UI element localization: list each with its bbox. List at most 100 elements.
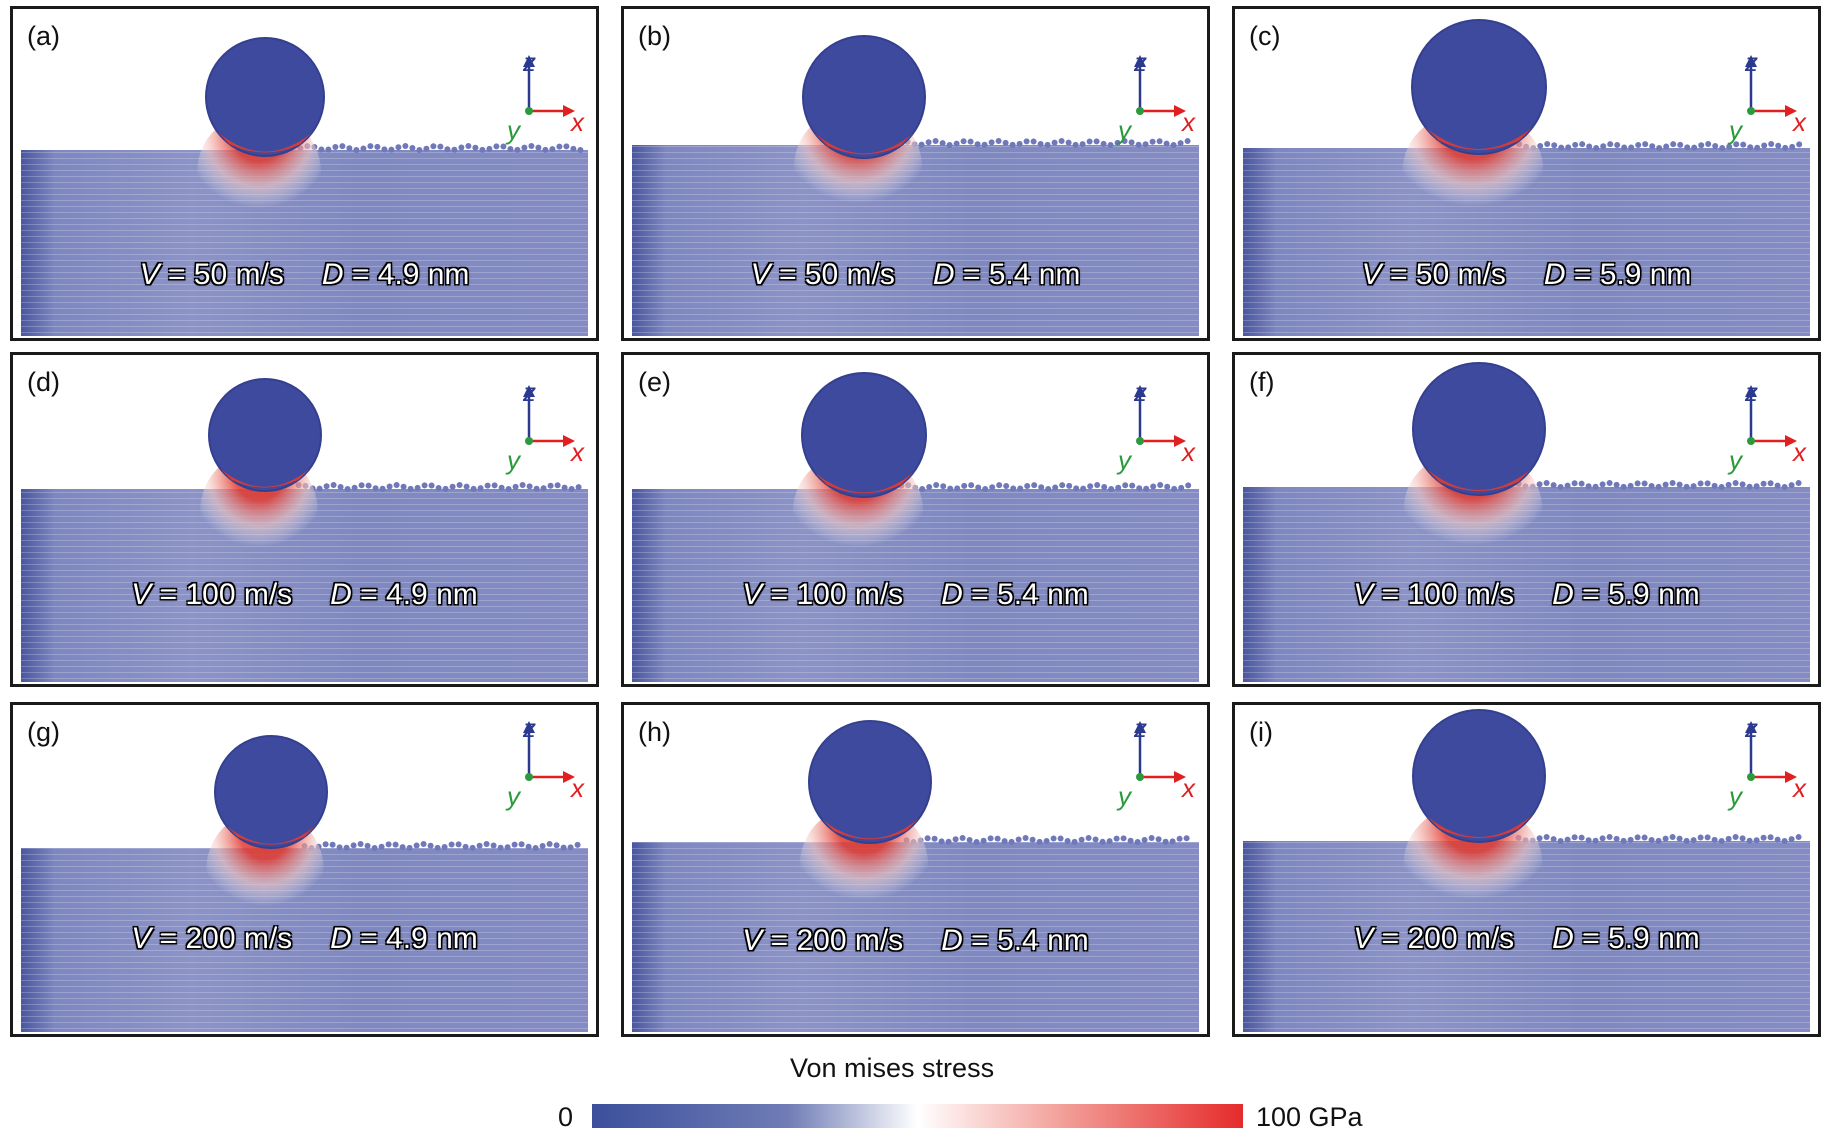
z-axis-label: z: [1134, 377, 1147, 407]
surface-atom: [925, 139, 932, 146]
colorbar-max-label: 100 GPa: [1256, 1102, 1363, 1132]
surface-atom: [570, 145, 577, 152]
panel-a: (a) z x y V = 50 m/s D = 4.9 nm: [10, 6, 599, 341]
surface-atom: [1043, 837, 1050, 844]
z-arrowhead: [1745, 721, 1757, 733]
axis-triad: z x y: [1118, 49, 1198, 143]
surface-atom: [1149, 138, 1156, 145]
surface-atom: [1157, 482, 1164, 489]
axis-arrows: [523, 55, 575, 117]
surface-atom: [1135, 141, 1142, 148]
surface-atom: [945, 838, 952, 845]
panel-h: (h) z x y V = 200 m/s D = 5.4 nm: [621, 702, 1210, 1037]
y-axis-dot: [1747, 773, 1755, 781]
axis-arrows: [1745, 721, 1797, 783]
surface-atom: [332, 144, 339, 151]
x-axis-label: x: [1793, 437, 1806, 467]
surface-atom: [1127, 837, 1134, 844]
x-axis-label: x: [1793, 107, 1806, 137]
conditions-annotation: V = 100 m/s D = 4.9 nm: [13, 578, 596, 612]
surface-atom: [1711, 836, 1718, 843]
axis-arrows: [1134, 385, 1186, 447]
surface-atom: [1788, 836, 1795, 843]
surface-atom: [1044, 141, 1051, 148]
surface-atom: [407, 485, 414, 492]
surface-atom: [947, 485, 954, 492]
diameter-value: = 4.9 nm: [351, 578, 478, 611]
x-arrowhead: [563, 105, 575, 117]
surface-atom: [1781, 483, 1788, 490]
surface-atom: [1697, 834, 1704, 841]
surface-atom: [1156, 138, 1163, 145]
surface-atom: [1134, 838, 1141, 845]
impact-particle: [214, 735, 328, 849]
surface-atom: [1120, 835, 1127, 842]
surface-atom: [1599, 835, 1606, 842]
surface-atom: [1690, 483, 1697, 490]
surface-atom: [1655, 837, 1662, 844]
velocity-symbol: V: [742, 578, 763, 611]
surface-atom: [1684, 144, 1691, 151]
surface-atom: [360, 145, 367, 152]
conditions-annotation: V = 100 m/s D = 5.4 nm: [624, 578, 1207, 612]
surface-atom: [1753, 837, 1760, 844]
surface-atom: [1753, 483, 1760, 490]
surface-atom: [952, 836, 959, 843]
surface-atom: [1010, 485, 1017, 492]
conditions-annotation: V = 200 m/s D = 4.9 nm: [13, 922, 596, 956]
surface-atom: [1079, 141, 1086, 148]
surface-atom: [343, 844, 350, 851]
surface-atom: [1592, 483, 1599, 490]
surface-atom: [1023, 138, 1030, 145]
panel-label: (b): [638, 21, 671, 51]
surface-atom: [1599, 481, 1606, 488]
surface-atom: [400, 483, 407, 490]
surface-atom: [966, 836, 973, 843]
surface-atom: [540, 485, 547, 492]
surface-atom: [519, 482, 526, 489]
surface-atom: [444, 146, 451, 153]
surface-atom: [1760, 480, 1767, 487]
surface-atom: [1698, 142, 1705, 149]
surface-atom: [533, 485, 540, 492]
md-snapshot: [1243, 19, 1810, 336]
y-axis-dot: [1136, 107, 1144, 115]
surface-atom: [521, 144, 528, 151]
surface-atom: [1169, 838, 1176, 845]
surface-atom: [1788, 482, 1795, 489]
surface-atom: [465, 143, 472, 150]
panel-c: (c) z x y V = 50 m/s D = 5.9 nm: [1232, 6, 1821, 341]
x-axis-label: x: [1182, 773, 1195, 803]
y-axis-dot: [1136, 437, 1144, 445]
surface-atom: [1662, 481, 1669, 488]
surface-atom: [563, 143, 570, 150]
surface-atom: [1606, 480, 1613, 487]
panel-f: (f) z x y V = 100 m/s D = 5.9 nm: [1232, 352, 1821, 687]
velocity-symbol: V: [131, 922, 152, 955]
surface-atom: [1761, 142, 1768, 149]
surface-atom: [1557, 837, 1564, 844]
surface-atom: [1114, 139, 1121, 146]
surface-atom: [430, 143, 437, 150]
surface-atom: [1620, 483, 1627, 490]
surface-atom: [1094, 482, 1101, 489]
surface-atom: [498, 484, 505, 491]
impact-particle: [1411, 19, 1547, 155]
impact-particle: [801, 372, 927, 498]
velocity-value: = 50 m/s: [1381, 258, 1506, 291]
surface-atom: [1017, 485, 1024, 492]
x-arrowhead: [1785, 105, 1797, 117]
surface-atom: [1579, 141, 1586, 148]
impact-particle: [808, 720, 932, 844]
surface-atom: [1775, 142, 1782, 149]
axis-triad: z x y: [507, 49, 587, 143]
surface-atom: [518, 841, 525, 848]
surface-atom: [1739, 835, 1746, 842]
y-axis-label: y: [1729, 115, 1742, 145]
surface-atom: [336, 844, 343, 851]
surface-atom: [1586, 143, 1593, 150]
surface-atom: [500, 143, 507, 150]
surface-atom: [1606, 834, 1613, 841]
surface-atom: [933, 482, 940, 489]
surface-atom: [367, 143, 374, 150]
